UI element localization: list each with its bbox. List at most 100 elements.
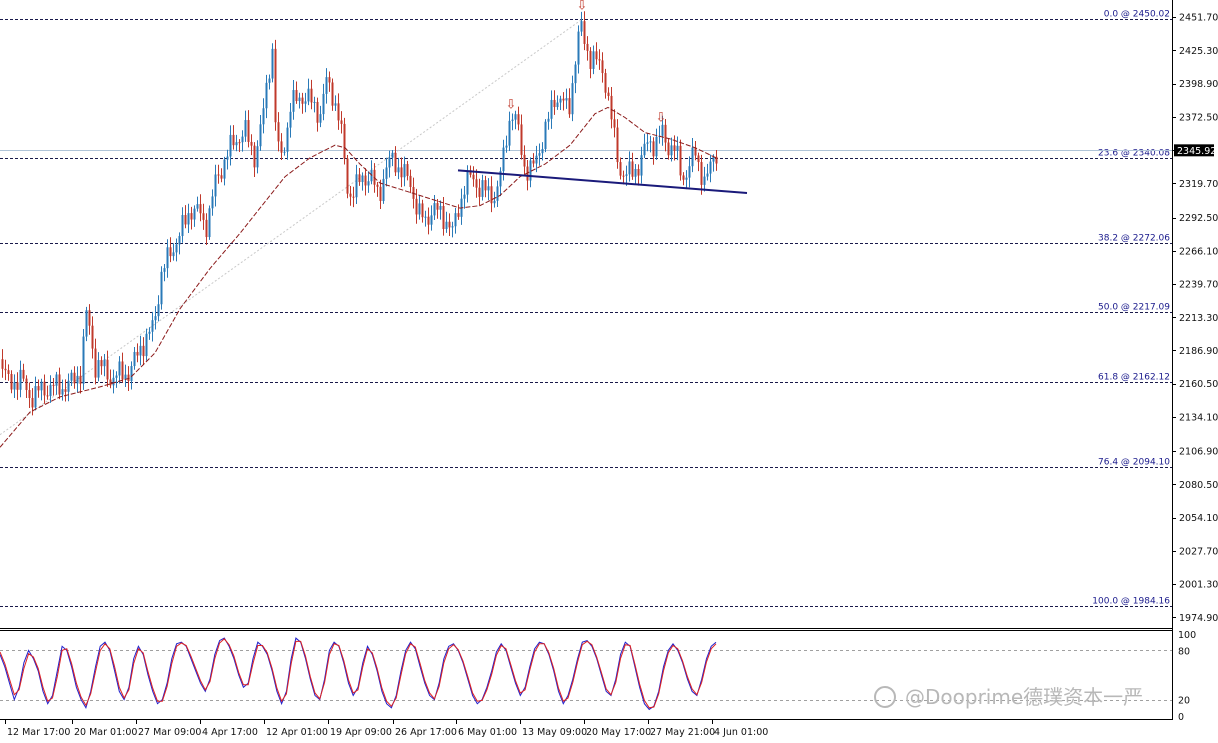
candle-body [622, 175, 625, 177]
candle-body [562, 98, 565, 101]
candle-body [91, 325, 94, 349]
candle-body [559, 98, 562, 103]
candle-body [199, 204, 202, 214]
candle-body [349, 193, 352, 197]
candle-body [652, 141, 655, 157]
candle-body [118, 361, 121, 376]
candle-body [475, 179, 478, 188]
candle-body [409, 175, 412, 187]
candle-body [13, 382, 16, 390]
candle-body [169, 247, 172, 257]
candle-body [310, 88, 313, 103]
candle-body [496, 186, 499, 201]
candle-body [517, 114, 520, 125]
stoch-main-line [0, 637, 717, 711]
price-tick-label: 2134.10 [1179, 412, 1218, 423]
candle-body [46, 395, 49, 397]
candle-body [103, 359, 106, 367]
time-tick-label: 13 May 09:00 [522, 727, 587, 738]
candle-body [121, 361, 124, 380]
candle-body [364, 175, 367, 186]
candle-body [709, 161, 712, 174]
candle-body [682, 175, 685, 180]
time-tick-label: 19 Apr 09:00 [330, 727, 392, 738]
current-price-badge [1174, 144, 1214, 157]
candle-body [448, 221, 451, 228]
time-tick-label: 6 May 01:00 [458, 727, 517, 738]
candle-body [274, 48, 277, 123]
candle-body [382, 178, 385, 202]
stochastic-oscillator [0, 637, 717, 711]
candle-body [649, 141, 652, 143]
neckline-segment [457, 169, 748, 195]
price-tick-label: 2292.50 [1179, 213, 1218, 224]
candle-body [535, 155, 538, 164]
fib-label: 0.0 @ 2450.02 [1104, 10, 1170, 20]
candle-body [487, 186, 490, 191]
candle-body [220, 175, 223, 179]
candle-body [580, 21, 583, 32]
candle-body [307, 88, 310, 102]
candle-body [325, 77, 328, 94]
candle-body [568, 98, 571, 115]
candle-body [508, 120, 511, 146]
candle-body [142, 345, 145, 357]
candle-body [541, 149, 544, 154]
candle-body [88, 310, 91, 326]
candle-body [598, 59, 601, 61]
candle-body [64, 389, 67, 392]
down-arrow-icon: ⇩ [656, 110, 667, 125]
candle-body [367, 181, 370, 186]
candle-body [67, 380, 70, 392]
candle-body [232, 134, 235, 146]
candle-body [178, 236, 181, 245]
time-tick-label: 27 May 21:00 [650, 727, 715, 738]
neckline [457, 169, 748, 195]
candle-body [1, 359, 4, 369]
time-tick-label: 20 Mar 01:00 [74, 727, 137, 738]
candle-body [403, 164, 406, 178]
candle-body [238, 142, 241, 144]
candle-body [19, 369, 22, 390]
time-tick-label: 27 Mar 09:00 [138, 727, 201, 738]
candle-body [499, 171, 502, 187]
fibonacci-trendline [0, 18, 583, 436]
candle-body [670, 145, 673, 156]
stoch-tick-label: 20 [1178, 696, 1190, 707]
candle-body [493, 200, 496, 204]
price-tick-label: 2425.30 [1179, 46, 1218, 57]
pattern-markers: ⇩ ⇩ ⇩ [506, 0, 667, 125]
candle-body [355, 174, 358, 198]
fib-label: 61.8 @ 2162.12 [1098, 373, 1170, 383]
candlestick-series [1, 11, 718, 416]
candle-body [277, 122, 280, 142]
candle-body [571, 83, 574, 115]
candle-body [214, 174, 217, 197]
candle-body [556, 102, 559, 108]
candle-body [589, 50, 592, 69]
candle-body [154, 316, 157, 321]
candle-body [190, 213, 193, 220]
candle-body [151, 320, 154, 332]
candle-body [133, 351, 136, 367]
candle-body [115, 375, 118, 378]
candle-body [337, 103, 340, 121]
candle-body [634, 169, 637, 177]
candle-body [61, 389, 64, 395]
candle-body [667, 142, 670, 156]
candle-body [547, 118, 550, 122]
candle-body [52, 384, 55, 386]
candle-body [271, 48, 274, 79]
candle-body [607, 92, 610, 96]
candle-body [196, 204, 199, 209]
candle-body [226, 156, 229, 160]
candle-body [586, 43, 589, 51]
candle-body [145, 333, 148, 357]
candle-body [250, 141, 253, 146]
candle-body [49, 384, 52, 397]
candle-body [427, 216, 430, 225]
chart-frame [0, 0, 1173, 720]
candle-body [265, 82, 268, 109]
price-tick-label: 2451.70 [1179, 13, 1218, 24]
candle-body [439, 205, 442, 210]
